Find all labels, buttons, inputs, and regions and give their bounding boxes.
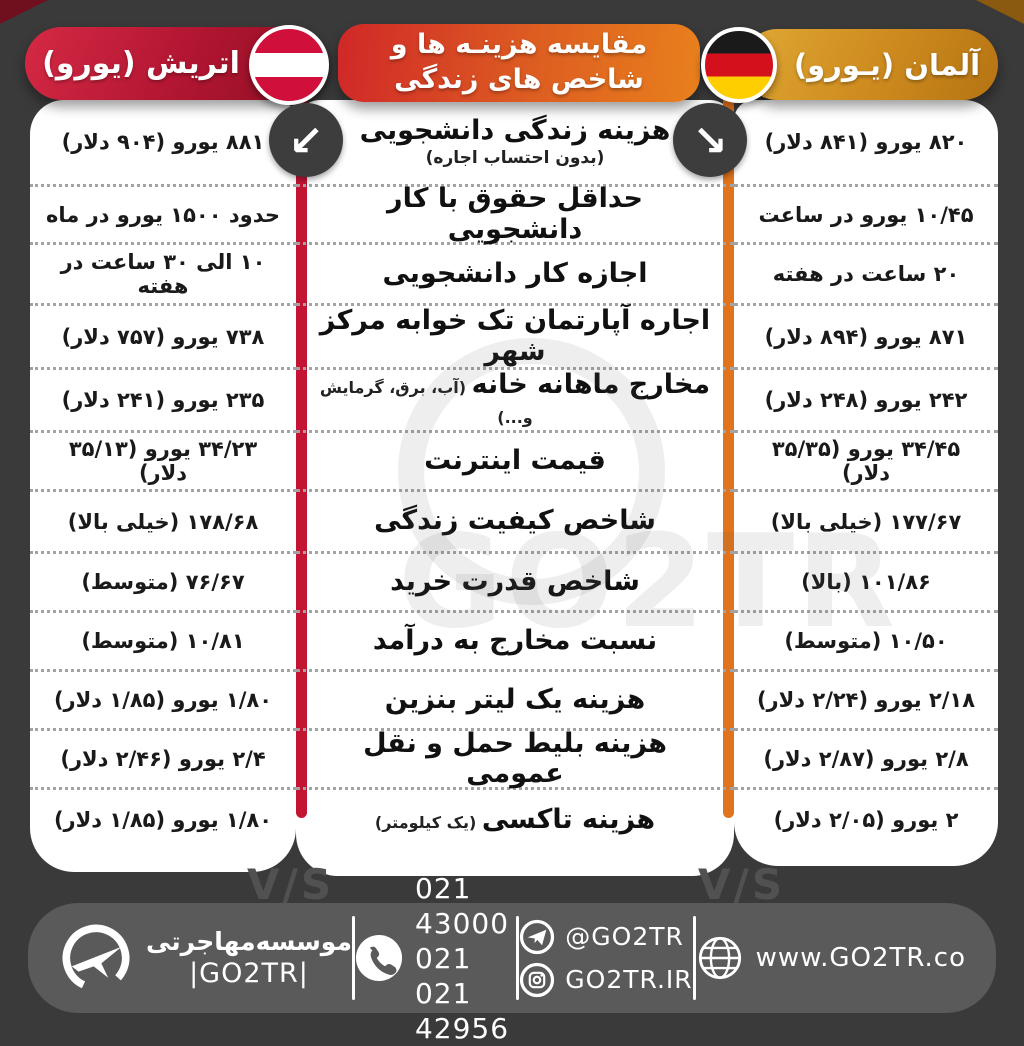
category-cell: اجازه کار دانشجویی <box>296 242 734 303</box>
germany-value-cell: ۱۰۱/۸۶ (بالا) <box>734 551 998 610</box>
germany-value-cell: ۲/۸ یورو (۲/۸۷ دلار) <box>734 728 998 787</box>
austria-value-cell: ۱/۸۰ یورو (۱/۸۵ دلار) <box>30 669 296 728</box>
arrow-down-right-icon: ↘ <box>673 103 747 177</box>
phone-number-1: 021 43000 021 <box>414 871 510 975</box>
austria-value-cell: ۱۷۸/۶۸ (خیلی بالا) <box>30 489 296 551</box>
category-cell: شاخص قدرت خرید <box>296 551 734 610</box>
category-cell: هزینه زندگی دانشجویی (بدون احتساب اجاره) <box>359 114 671 169</box>
austria-value-cell: ۱/۸۰ یورو (۱/۸۵ دلار) <box>30 787 296 850</box>
comparison-title: مقایسه هزینـه ها و شاخص های زندگی <box>338 24 700 102</box>
germany-value-cell: ۲ یورو (۲/۰۵ دلار) <box>734 787 998 850</box>
telegram-handle: @GO2TR <box>565 922 684 951</box>
austria-value-cell: ۱۰ الی ۳۰ ساعت در هفته <box>30 242 296 303</box>
brand-group: موسسه‌مهاجرتی |GO2TR| <box>58 920 352 996</box>
website-group: www.GO2TR.co <box>696 934 966 982</box>
germany-value-cell: ۲/۱۸ یورو (۲/۲۴ دلار) <box>734 669 998 728</box>
austria-value-cell: حدود ۱۵۰۰ یورو در ماه <box>30 184 296 242</box>
germany-value-cell: ۸۷۱ یورو (۸۹۴ دلار) <box>734 303 998 367</box>
phone-number-2: 021 42956 <box>414 976 510 1045</box>
instagram-handle: GO2TR.IR <box>565 965 693 994</box>
arrow-down-left-icon: ↙ <box>269 103 343 177</box>
austria-value-cell: ۳۴/۲۳ یورو (۳۵/۱۳ دلار) <box>30 430 296 489</box>
austria-value-cell: ۷۳۸ یورو (۷۵۷ دلار) <box>30 303 296 367</box>
austria-value-cell: ۲۳۵ یورو (۲۴۱ دلار) <box>30 367 296 430</box>
category-cell: شاخص کیفیت زندگی <box>296 489 734 551</box>
categories-column: هزینه زندگی دانشجویی (بدون احتساب اجاره) ح… <box>296 100 734 876</box>
germany-value-cell: ۳۴/۴۵ یورو (۳۵/۳۵ دلار) <box>734 430 998 489</box>
categories-column-rows: هزینه زندگی دانشجویی (بدون احتساب اجاره) ح… <box>296 100 734 876</box>
footer-bar: موسسه‌مهاجرتی |GO2TR| 021 43000 021 021 … <box>28 872 996 1045</box>
website-url: www.GO2TR.co <box>755 943 966 973</box>
germany-value-cell: ۱۰/۵۰ (متوسط) <box>734 610 998 669</box>
austria-column: ۸۸۱ یورو (۹۰۴ دلار) حدود ۱۵۰۰ یورو در ماه… <box>30 100 296 872</box>
germany-value-cell: ۲۴۲ یورو (۲۴۸ دلار) <box>734 367 998 430</box>
title-line1: مقایسه هزینـه ها و <box>390 29 648 61</box>
vs-label-right: V/S <box>698 860 786 909</box>
austria-value-cell: ۸۸۱ یورو (۹۰۴ دلار) <box>61 130 265 154</box>
germany-header-label: آلمان (یـورو) <box>793 47 981 82</box>
instagram-icon <box>520 962 555 997</box>
germany-value-cell: ۱۷۷/۶۷ (خیلی بالا) <box>734 489 998 551</box>
germany-value-cell: ۱۰/۴۵ یورو در ساعت <box>734 184 998 242</box>
category-cell: قیمت اینترنت <box>296 430 734 489</box>
phone-icon <box>355 934 403 982</box>
org-handle: |GO2TR| <box>189 957 309 989</box>
ribbon-fold-left <box>0 0 48 24</box>
germany-value-cell: ۲۰ ساعت در هفته <box>734 242 998 303</box>
category-cell: هزینه تاکسی (یک کیلومتر) <box>296 787 734 850</box>
vs-label-left: V/S <box>247 860 335 909</box>
ribbon-fold-right <box>976 0 1024 24</box>
footer-divider <box>692 916 696 1000</box>
title-line2: شاخص های زندگی <box>394 64 644 95</box>
austria-flag-icon <box>249 25 329 105</box>
austria-column-rows: ۸۸۱ یورو (۹۰۴ دلار) حدود ۱۵۰۰ یورو در ماه… <box>30 100 296 872</box>
org-name: موسسه‌مهاجرتی <box>146 926 352 956</box>
go2tr-logo-icon <box>62 924 130 992</box>
red-stripe-divider <box>296 100 307 818</box>
social-group: @GO2TR GO2TR.IR <box>519 919 692 998</box>
category-cell: مخارج ماهانه خانه (آب، برق، گرمایش و...) <box>296 367 734 430</box>
category-cell: هزینه یک لیتر بنزین <box>296 669 734 728</box>
germany-flag-icon <box>701 27 777 103</box>
phone-group: 021 43000 021 021 42956 <box>355 871 516 1046</box>
austria-value-cell: ۲/۴ یورو (۲/۴۶ دلار) <box>30 728 296 787</box>
category-cell: اجاره آپارتمان تک خوابه مرکز شهر <box>296 303 734 367</box>
footer-divider <box>351 916 355 1000</box>
germany-column: ۸۲۰ یورو (۸۴۱ دلار) ۱۰/۴۵ یورو در ساعت ۲۰ … <box>734 100 998 866</box>
footer-divider <box>516 916 520 1000</box>
category-cell: نسبت مخارج به درآمد <box>296 610 734 669</box>
category-cell: هزینه بلیط حمل و نقل عمومی <box>296 728 734 789</box>
germany-header-pill: آلمان (یـورو) <box>742 29 998 100</box>
germany-value-cell: ۸۲۰ یورو (۸۴۱ دلار) <box>764 130 968 154</box>
austria-value-cell: ۱۰/۸۱ (متوسط) <box>30 610 296 669</box>
globe-icon <box>698 936 741 980</box>
orange-stripe-divider <box>723 100 734 818</box>
telegram-icon <box>520 919 555 954</box>
germany-column-rows: ۸۲۰ یورو (۸۴۱ دلار) ۱۰/۴۵ یورو در ساعت ۲۰ … <box>734 100 998 866</box>
category-cell: حداقل حقوق با کار دانشجویی <box>296 184 734 244</box>
austria-value-cell: ۷۶/۶۷ (متوسط) <box>30 551 296 610</box>
austria-header-label: اتریش (یورو) <box>42 46 240 81</box>
